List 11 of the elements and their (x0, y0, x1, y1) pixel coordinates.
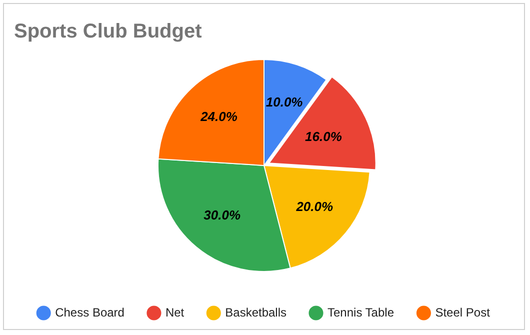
data-label: 10.0% (266, 94, 304, 110)
data-label: 16.0% (305, 129, 342, 144)
legend-label: Steel Post (435, 305, 491, 320)
data-label: 24.0% (200, 109, 238, 124)
legend-label: Tennis Table (328, 305, 394, 320)
data-label: 20.0% (295, 198, 334, 214)
legend-label: Chess Board (55, 305, 124, 320)
chart-title: Sports Club Budget (14, 20, 202, 43)
legend-label: Basketballs (225, 305, 287, 320)
data-label: 30.0% (204, 208, 241, 223)
legend-label: Net (165, 305, 185, 320)
